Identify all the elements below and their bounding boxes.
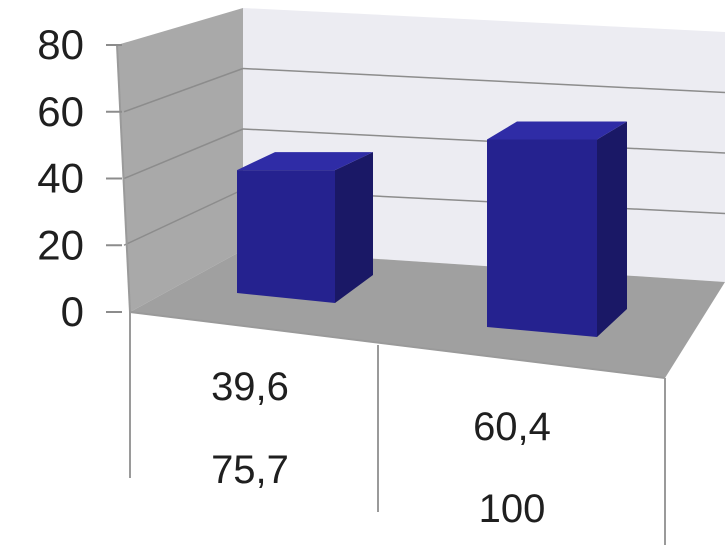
category-axis-line bbox=[129, 311, 666, 379]
gridline-side bbox=[123, 188, 244, 246]
category-labels: 39,6 75,7 60,4 100 bbox=[211, 365, 551, 531]
category-label-line-1: 39,6 bbox=[211, 365, 289, 409]
y-axis: 0 20 40 60 80 bbox=[37, 21, 131, 335]
bars bbox=[237, 121, 627, 338]
y-tick-label: 0 bbox=[61, 288, 84, 335]
y-tick-label: 80 bbox=[37, 21, 84, 68]
category-2: 60,4 100 bbox=[473, 405, 551, 531]
y-tick-label: 40 bbox=[37, 155, 84, 202]
gridline-side bbox=[123, 128, 244, 180]
gridline-back bbox=[242, 67, 725, 94]
y-tick-label: 20 bbox=[37, 221, 84, 268]
bar-2 bbox=[487, 121, 627, 338]
bar-top bbox=[487, 121, 627, 140]
y-axis-line bbox=[116, 44, 131, 313]
gridline-back bbox=[242, 128, 725, 154]
y-tick-label: 60 bbox=[37, 88, 84, 135]
category-label-line-2: 75,7 bbox=[211, 448, 289, 492]
side-wall bbox=[117, 8, 243, 312]
bar-front bbox=[237, 170, 335, 303]
bar-1 bbox=[237, 152, 373, 303]
bar-side bbox=[597, 121, 627, 338]
category-label-line-1: 60,4 bbox=[473, 405, 551, 449]
bar-top bbox=[237, 152, 373, 171]
category-1: 39,6 75,7 bbox=[211, 365, 289, 492]
gridline-side bbox=[123, 67, 244, 113]
category-label-line-2: 100 bbox=[479, 487, 546, 531]
bar-side bbox=[335, 152, 373, 303]
bar-front bbox=[487, 139, 597, 337]
